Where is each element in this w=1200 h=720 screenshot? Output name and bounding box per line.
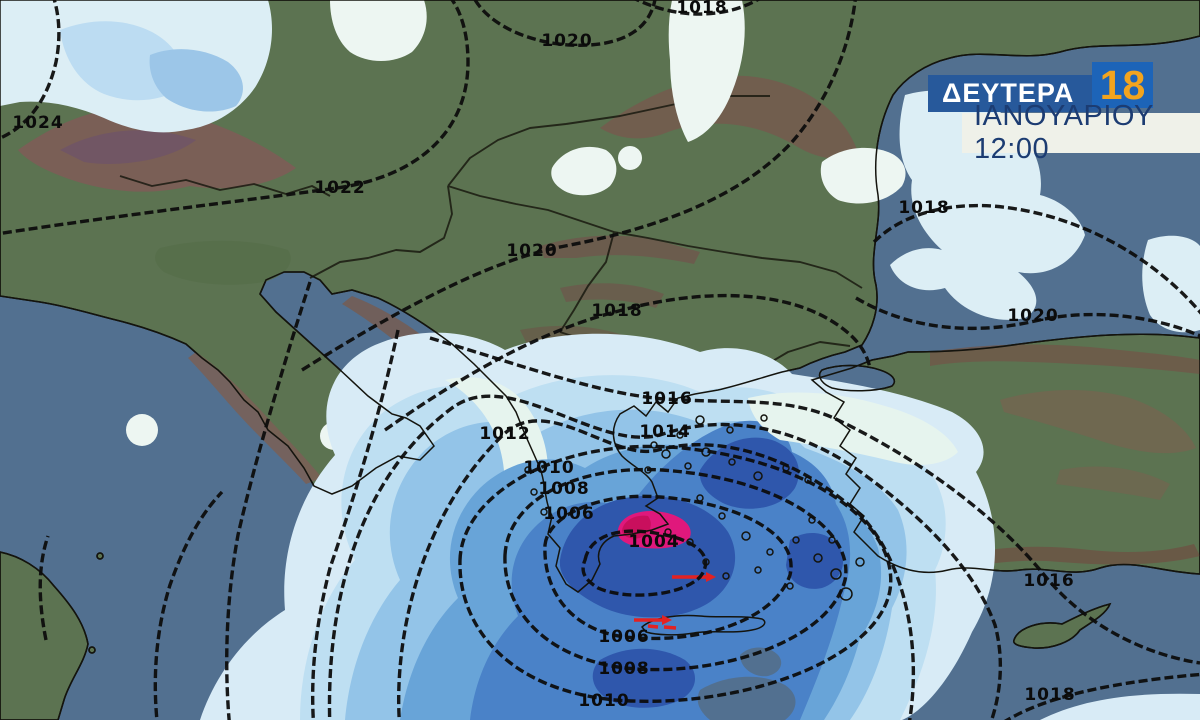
isobar-label: 1018 xyxy=(676,0,727,18)
isobar-label: 1018 xyxy=(898,198,949,218)
mountain-relief xyxy=(18,75,1200,572)
isobar-label: 1006 xyxy=(598,627,649,647)
isobar-label: 1024 xyxy=(12,113,63,133)
isobar-label: 1006 xyxy=(543,504,594,524)
isobar-label: 1010 xyxy=(578,691,629,711)
date-box: 18 xyxy=(1092,62,1153,108)
isobar-label: 1018 xyxy=(591,301,642,321)
isobar-label: 1008 xyxy=(598,659,649,679)
isobar-label: 1020 xyxy=(1007,306,1058,326)
isobar-label: 1014 xyxy=(639,422,690,442)
month-time-label: ΙΑΝΟΥΑΡΙΟΥ 12:00 xyxy=(974,100,1154,165)
day-bar: ΔΕΥΤΕΡΑ xyxy=(928,75,1098,112)
isobar-label: 1004 xyxy=(628,532,679,552)
isobar-label: 1016 xyxy=(641,389,692,409)
isobar-label: 1020 xyxy=(506,241,557,261)
isobar-label: 1008 xyxy=(538,479,589,499)
date-number: 18 xyxy=(1099,61,1146,108)
isobar-label: 1010 xyxy=(523,458,574,478)
isobar-label: 1016 xyxy=(1023,571,1074,591)
month-bar: ΙΑΝΟΥΑΡΙΟΥ 12:00 xyxy=(962,100,1200,165)
isobar-labels: 1024 1022 1020 1018 1020 1018 1018 1020 1012 1010… xyxy=(12,0,1075,711)
isobar-label: 1020 xyxy=(541,31,592,51)
cloud-snow-patches xyxy=(0,0,1200,450)
isobar-label: 1022 xyxy=(314,178,365,198)
day-label: ΔΕΥΤΕΡΑ xyxy=(942,78,1075,108)
isobar-label: 1012 xyxy=(479,424,530,444)
isobar-label: 1018 xyxy=(1024,685,1075,705)
